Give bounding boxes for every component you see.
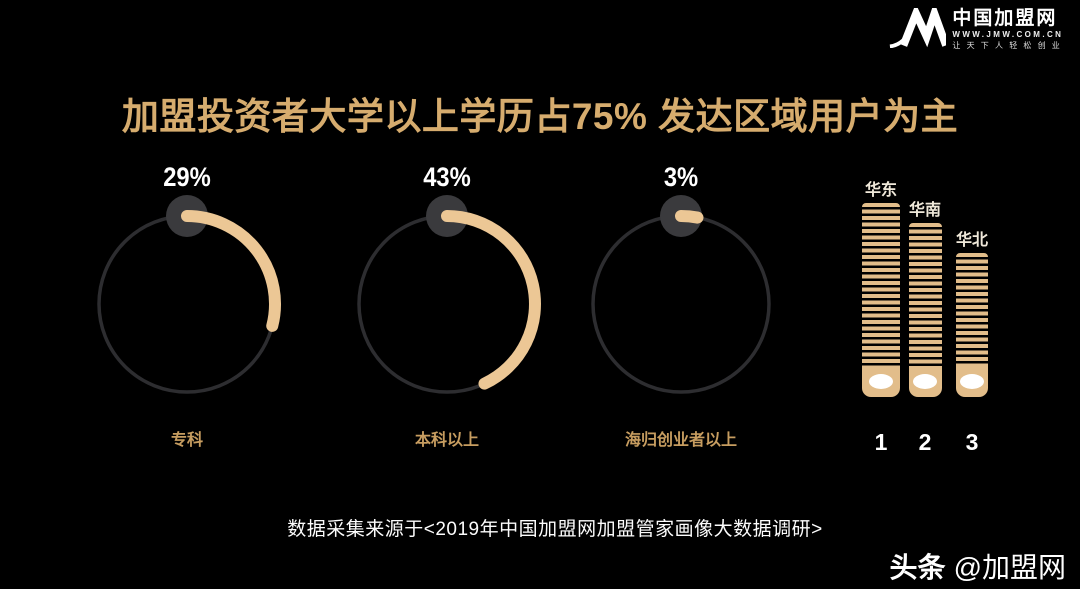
bar-rank: 2 <box>918 429 932 455</box>
bar-stripes <box>908 223 942 367</box>
gauge-chart-benke: 43% 本科以上 <box>337 160 557 450</box>
bar-column-huadong: 华东 1 <box>858 178 904 455</box>
watermark-brand: 头条 <box>889 552 946 583</box>
bar-stripes <box>862 203 900 367</box>
page-title: 加盟投资者大学以上学历占75% 发达区域用户为主 <box>121 96 959 137</box>
bar-base <box>956 367 988 397</box>
bar-rank: 1 <box>874 429 888 455</box>
logo-text: 中国加盟网 WWW.JMW.COM.CN 让天下人轻松创业 <box>952 8 1066 51</box>
gauge-value: 29% <box>163 162 211 192</box>
gauge-ring <box>97 195 281 394</box>
gauge-label: 本科以上 <box>414 432 479 449</box>
jmw-logo-icon <box>890 8 947 48</box>
watermark: 头条 @加盟网 <box>890 546 1066 586</box>
logo-tagline: 让天下人轻松创业 <box>952 41 1066 50</box>
gauge-value: 3% <box>663 162 699 192</box>
logo-url: WWW.JMW.COM.CN <box>952 30 1064 39</box>
bar-region-label: 华北 <box>955 232 988 249</box>
bar-visual <box>908 223 942 397</box>
region-bar-chart: 华东 1 华南 2 华北 <box>840 178 1000 455</box>
bar-base-ellipse <box>869 374 893 389</box>
bar-column-huanan: 华南 2 <box>904 178 946 455</box>
gauge-chart-zhuanke: 29% 专科 <box>77 160 297 450</box>
logo-name: 中国加盟网 <box>952 8 1058 29</box>
bar-visual <box>956 253 988 397</box>
bar-base <box>908 367 942 397</box>
bar-base-ellipse <box>960 374 984 389</box>
bar-stripes <box>956 253 988 367</box>
gauge-label: 专科 <box>170 432 203 449</box>
gauge-value: 43% <box>423 162 471 192</box>
gauge-ring <box>357 195 541 394</box>
gauge-ring <box>591 195 771 394</box>
bar-base <box>862 367 900 397</box>
bar-rank: 3 <box>965 429 979 455</box>
bar-region-label: 华东 <box>864 182 897 199</box>
bar-visual <box>862 203 900 397</box>
bar-base-ellipse <box>913 374 937 389</box>
gauge-label: 海归创业者以上 <box>624 432 737 449</box>
brand-logo: 中国加盟网 WWW.JMW.COM.CN 让天下人轻松创业 <box>888 8 1066 51</box>
bar-region-label: 华南 <box>908 202 941 219</box>
source-note: 数据采集来源于<2019年中国加盟网加盟管家画像大数据调研> <box>287 519 823 540</box>
gauge-chart-haigui: 3% 海归创业者以上 <box>571 160 791 450</box>
watermark-handle: @加盟网 <box>953 552 1066 583</box>
bar-column-huabei: 华北 3 <box>951 178 993 455</box>
